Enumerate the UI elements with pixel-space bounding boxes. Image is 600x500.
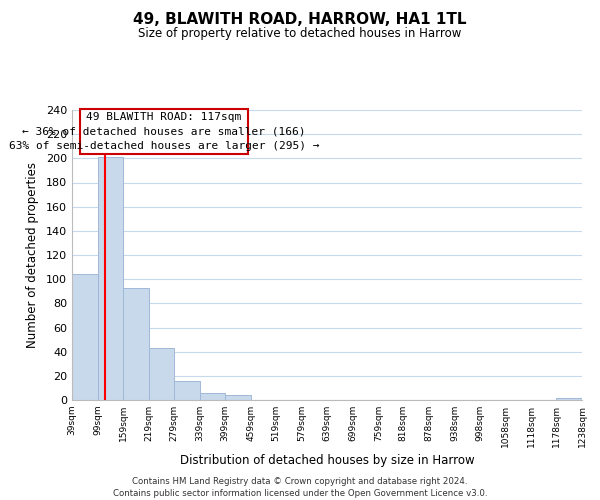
Text: Contains HM Land Registry data © Crown copyright and database right 2024.: Contains HM Land Registry data © Crown c… xyxy=(132,478,468,486)
Bar xyxy=(200,393,225,400)
FancyBboxPatch shape xyxy=(80,109,248,154)
Text: 49, BLAWITH ROAD, HARROW, HA1 1TL: 49, BLAWITH ROAD, HARROW, HA1 1TL xyxy=(133,12,467,28)
Bar xyxy=(123,288,149,400)
Bar xyxy=(98,157,123,400)
X-axis label: Distribution of detached houses by size in Harrow: Distribution of detached houses by size … xyxy=(179,454,475,467)
Text: Contains public sector information licensed under the Open Government Licence v3: Contains public sector information licen… xyxy=(113,489,487,498)
Bar xyxy=(225,395,251,400)
Bar xyxy=(174,380,200,400)
Bar xyxy=(149,348,174,400)
Bar xyxy=(72,274,98,400)
Text: 49 BLAWITH ROAD: 117sqm
← 36% of detached houses are smaller (166)
63% of semi-d: 49 BLAWITH ROAD: 117sqm ← 36% of detache… xyxy=(9,112,319,150)
Text: Size of property relative to detached houses in Harrow: Size of property relative to detached ho… xyxy=(139,28,461,40)
Bar xyxy=(556,398,582,400)
Y-axis label: Number of detached properties: Number of detached properties xyxy=(26,162,39,348)
